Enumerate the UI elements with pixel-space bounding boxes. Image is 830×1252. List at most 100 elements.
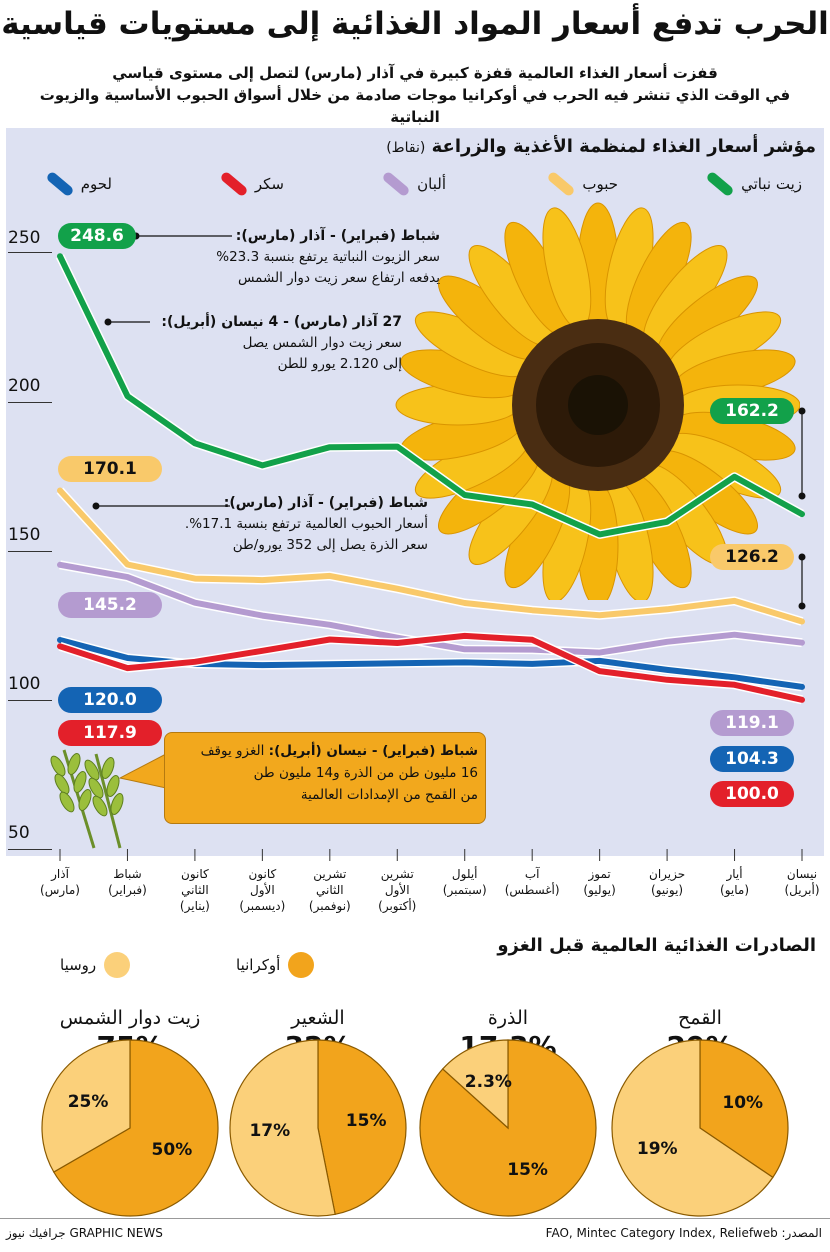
annotation-line: إلى 2.120 يورو للطن: [277, 356, 402, 372]
legend-dairy: ألبان: [381, 170, 446, 198]
x-label-line: شباط: [113, 867, 142, 881]
annotation-dot: [798, 553, 806, 561]
callout-line: 16 مليون طن من الذرة و14 مليون طن: [253, 765, 478, 781]
x-label-line: (نوفمبر): [308, 899, 351, 913]
y-tick-line: [8, 849, 52, 850]
pie-label-russia: 25%: [67, 1091, 109, 1112]
x-label-line: (مارس): [40, 883, 80, 897]
veg-oil-start-label: 248.6: [58, 223, 136, 249]
annotation-dot: [92, 502, 100, 510]
annotation-head: شباط (فبراير) - آذار (مارس):: [235, 228, 440, 244]
pie-name: زيت دوار الشمس: [59, 1007, 201, 1029]
x-label-line: (أغسطس): [504, 883, 560, 897]
pie-label-ukraine: 50%: [151, 1140, 193, 1161]
legend-label: زيت نباتي: [741, 175, 802, 193]
pie-slice-ukraine: [317, 1039, 407, 1216]
pie-slice-russia: [441, 1039, 509, 1130]
legend-meat: لحوم: [44, 170, 112, 198]
x-label-line: آذار: [51, 867, 69, 881]
annotation-dot: [798, 602, 806, 610]
x-label-line: (سبتمبر): [442, 883, 487, 897]
legend-label: سكر: [254, 175, 284, 193]
sugar-end-label: 100.0: [710, 781, 794, 807]
pie-name: الشعير: [291, 1007, 345, 1029]
x-label-line: نيسان: [786, 867, 818, 881]
x-label-line: الثاني: [181, 883, 209, 897]
x-label: كانون الأول (ديسمبر): [227, 866, 297, 914]
footer-source: المصدر: FAO, Mintec Category Index, Reli…: [545, 1226, 822, 1240]
legend-label: حبوب: [582, 175, 618, 193]
legend-ukraine: أوكرانيا: [236, 952, 315, 978]
veg-oil-end-label: 162.2: [710, 398, 794, 424]
y-tick-line: [8, 252, 52, 253]
x-label-line: تموز: [588, 867, 611, 881]
legend-ukraine-swatch: [288, 952, 315, 978]
x-label: تشرين الثاني (نوفمبر): [295, 866, 365, 914]
x-label-line: (يناير): [179, 899, 210, 913]
legend-veg-oil: زيت نباتي: [705, 170, 802, 198]
series-line: [57, 632, 805, 703]
pie-slice-ukraine: [52, 1039, 219, 1217]
legend-label: ألبان: [417, 175, 446, 193]
pie-name: الذرة: [487, 1007, 529, 1029]
meat-end-label: 104.3: [710, 746, 794, 772]
y-tick-200: 200: [8, 376, 41, 396]
annotation-veg-oil-rise: شباط (فبراير) - آذار (مارس): سعر الزيوت …: [216, 226, 440, 289]
exports-title: الصادرات الغذائية العالمية قبل الغزو: [497, 935, 816, 956]
series-line: [57, 487, 805, 625]
y-tick-line: [8, 551, 52, 552]
annotation-head: 27 آذار (مارس) - 4 نيسان (أبريل):: [161, 314, 402, 330]
x-label-line: آب: [524, 867, 540, 881]
legend-russia-swatch: [104, 952, 131, 978]
war-impact-callout: [164, 732, 486, 824]
y-tick-100: 100: [8, 674, 41, 694]
pie-chart: [419, 1039, 597, 1217]
legend-cereals: حبوب: [546, 170, 618, 198]
callout-head: شباط (فبراير) - نيسان (أبريل):: [268, 743, 478, 759]
x-label: كانون الثاني (يناير): [160, 866, 230, 914]
x-label-line: الأول: [250, 883, 275, 897]
callout-line: من القمح من الإمدادات العالمية: [300, 787, 478, 803]
dairy-end-label: 119.1: [710, 710, 794, 736]
chart-title: مؤشر أسعار الغذاء لمنظمة الأغذية والزراع…: [386, 136, 816, 157]
pie-chart: [611, 1039, 789, 1217]
x-label-line: (يونيو): [651, 883, 684, 897]
x-label: أيار (مايو): [700, 866, 770, 898]
pie-slice-russia: [229, 1039, 336, 1217]
y-tick-line: [8, 700, 52, 701]
pie-chart: [229, 1039, 407, 1217]
annotation-cereal-rise: شباط (فبراير) - آذار (مارس): أسعار الحبو…: [185, 493, 428, 556]
page-title: الحرب تدفع أسعار المواد الغذائية إلى مست…: [1, 6, 829, 42]
x-label-line: حزيران: [649, 867, 686, 881]
annotation-head: شباط (فبراير) - آذار (مارس):: [223, 495, 428, 511]
series-outline: [55, 254, 805, 539]
x-label-line: (فبراير): [108, 883, 147, 897]
annotation-dot: [104, 318, 112, 326]
pie-label-russia: 19%: [636, 1138, 678, 1159]
x-label-line: الأول: [384, 883, 410, 897]
legend-russia: روسيا: [60, 952, 131, 978]
annotation-line: سعر الزيوت النباتية يرتفع بنسبة 23.3%: [216, 249, 440, 265]
x-label-line: أيار: [726, 867, 743, 881]
pie-label-ukraine: 15%: [345, 1111, 387, 1132]
annotation-dot: [798, 407, 806, 415]
x-label: آذار (مارس): [25, 866, 95, 898]
callout-line: الغزو يوقف: [200, 743, 265, 759]
sugar-start-label: 117.9: [58, 720, 162, 746]
pie-chart: [41, 1039, 219, 1217]
y-tick-250: 250: [8, 228, 41, 248]
pie-label-ukraine: 15%: [507, 1160, 548, 1181]
series-line: [57, 253, 805, 538]
cereals-start-label: 170.1: [58, 456, 162, 482]
callout-text: شباط (فبراير) - نيسان (أبريل): الغزو يوق…: [170, 740, 478, 806]
x-label: تشرين الأول (أكتوبر): [362, 866, 432, 914]
chart-title-text: مؤشر أسعار الغذاء لمنظمة الأغذية والزراع…: [431, 136, 816, 157]
y-tick-line: [8, 402, 52, 403]
legend-label: لحوم: [80, 175, 112, 193]
x-label: نيسان (أبريل): [767, 866, 830, 898]
meat-start-label: 120.0: [58, 687, 162, 713]
pie-label-ukraine: 10%: [722, 1093, 764, 1114]
callout-pointer: [118, 753, 167, 789]
legend-russia-label: روسيا: [60, 956, 97, 974]
line-chart-plot: [55, 232, 806, 861]
